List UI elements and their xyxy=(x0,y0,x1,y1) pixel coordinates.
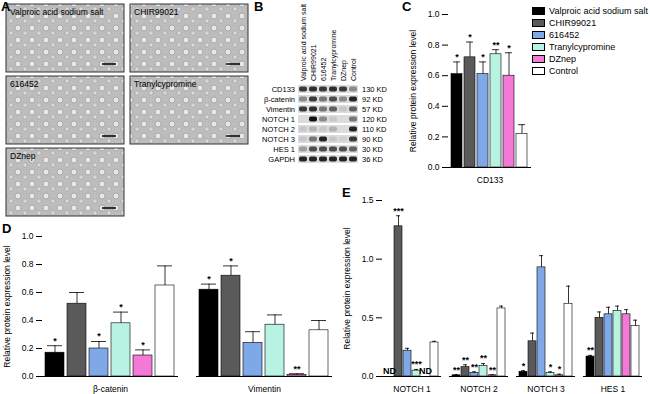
svg-text:β-catenin: β-catenin xyxy=(93,384,128,394)
svg-text:**: ** xyxy=(587,345,595,355)
svg-text:*: * xyxy=(468,32,472,42)
svg-text:0.8: 0.8 xyxy=(22,259,34,269)
svg-text:Vimentin: Vimentin xyxy=(266,105,295,114)
svg-text:DZnep: DZnep xyxy=(10,151,36,161)
svg-text:CHIR99021: CHIR99021 xyxy=(310,44,317,81)
svg-text:0.2: 0.2 xyxy=(22,343,34,353)
svg-text:GAPDH: GAPDH xyxy=(268,155,295,164)
svg-text:**: ** xyxy=(462,355,470,365)
svg-text:0.0: 0.0 xyxy=(22,371,34,381)
svg-text:57 KD: 57 KD xyxy=(362,105,383,114)
svg-text:CD133: CD133 xyxy=(477,175,504,185)
svg-text:0.4: 0.4 xyxy=(22,315,34,325)
html-text:E: E xyxy=(342,185,351,200)
svg-text:120 KD: 120 KD xyxy=(362,115,388,124)
svg-text:92 KD: 92 KD xyxy=(362,95,383,104)
svg-text:Relative protein expression le: Relative protein expression level xyxy=(408,30,418,152)
svg-text:**: ** xyxy=(293,364,301,374)
svg-text:0.0: 0.0 xyxy=(428,162,440,172)
svg-text:**: ** xyxy=(492,40,500,50)
svg-text:1.0: 1.0 xyxy=(362,254,374,264)
html-text:Tranylcypromine: Tranylcypromine xyxy=(549,42,616,52)
svg-text:HES 1: HES 1 xyxy=(601,384,626,394)
html-text:616452: 616452 xyxy=(549,30,580,40)
svg-text:**: ** xyxy=(489,365,497,375)
svg-text:**: ** xyxy=(453,365,461,375)
svg-text:NOTCH 3: NOTCH 3 xyxy=(262,135,295,144)
svg-text:Valproic acid sodium salt: Valproic acid sodium salt xyxy=(10,7,104,17)
svg-text:*: * xyxy=(229,256,233,266)
svg-text:Tranylcypromine: Tranylcypromine xyxy=(134,79,197,89)
svg-text:Valproic acid sodium salt: Valproic acid sodium salt xyxy=(300,4,308,81)
svg-text:0.4: 0.4 xyxy=(428,101,440,111)
svg-text:36 KD: 36 KD xyxy=(362,155,383,164)
html-text:DZnep: DZnep xyxy=(549,54,577,64)
html-text:CHIR99021: CHIR99021 xyxy=(549,18,597,28)
svg-text:0.5: 0.5 xyxy=(362,313,374,323)
svg-text:*: * xyxy=(141,340,145,350)
svg-text:*: * xyxy=(53,336,57,346)
html-text:D: D xyxy=(2,221,12,236)
svg-text:NOTCH 1: NOTCH 1 xyxy=(393,384,431,394)
svg-text:NOTCH 1: NOTCH 1 xyxy=(262,115,295,124)
svg-text:*: * xyxy=(481,52,485,62)
svg-text:β-catenin: β-catenin xyxy=(264,95,295,104)
svg-text:Vimentin: Vimentin xyxy=(248,384,281,394)
svg-text:*: * xyxy=(522,361,526,371)
svg-text:CHIR99021: CHIR99021 xyxy=(134,7,179,17)
svg-text:NOTCH 2: NOTCH 2 xyxy=(460,384,498,394)
svg-text:1.0: 1.0 xyxy=(22,231,34,241)
svg-text:Relative protein expression le: Relative protein expression level xyxy=(342,227,352,349)
svg-text:110 KD: 110 KD xyxy=(362,125,387,134)
svg-text:0.6: 0.6 xyxy=(22,287,34,297)
svg-text:Relative protein expression le: Relative protein expression level xyxy=(2,245,12,367)
svg-text:CD133: CD133 xyxy=(272,85,295,94)
svg-text:*: * xyxy=(507,43,511,53)
svg-text:616452: 616452 xyxy=(320,58,327,81)
svg-text:616452: 616452 xyxy=(10,79,39,89)
html-text:B: B xyxy=(254,0,264,14)
svg-text:**: ** xyxy=(480,353,488,363)
svg-text:30 KD: 30 KD xyxy=(362,145,383,154)
svg-text:*: * xyxy=(455,52,459,62)
svg-text:0.0: 0.0 xyxy=(362,371,374,381)
html-text:A: A xyxy=(1,0,11,14)
svg-text:ND: ND xyxy=(383,366,396,376)
svg-text:*: * xyxy=(558,364,562,374)
svg-text:90 KD: 90 KD xyxy=(362,135,383,144)
html-text:C: C xyxy=(402,0,412,14)
svg-text:0.8: 0.8 xyxy=(428,40,440,50)
svg-text:***: *** xyxy=(393,206,404,216)
svg-text:130 KD: 130 KD xyxy=(362,85,388,94)
svg-text:*: * xyxy=(207,274,211,284)
svg-text:ND: ND xyxy=(419,366,432,376)
svg-text:Tranylcypromine: Tranylcypromine xyxy=(330,29,338,81)
svg-text:*: * xyxy=(549,362,553,372)
svg-text:1.5: 1.5 xyxy=(362,195,374,205)
svg-text:0.6: 0.6 xyxy=(428,70,440,80)
svg-text:HES 1: HES 1 xyxy=(273,145,295,154)
html-text:Control: Control xyxy=(549,66,579,76)
svg-text:DZnep: DZnep xyxy=(340,60,348,81)
svg-text:NOTCH 3: NOTCH 3 xyxy=(527,384,565,394)
html-text:Valproic acid sodium salt: Valproic acid sodium salt xyxy=(549,6,648,16)
svg-text:Control: Control xyxy=(350,58,357,81)
svg-text:NOTCH 2: NOTCH 2 xyxy=(262,125,295,134)
svg-text:**: ** xyxy=(471,362,479,372)
svg-text:0.2: 0.2 xyxy=(428,132,440,142)
svg-text:1.0: 1.0 xyxy=(428,9,440,19)
svg-text:*: * xyxy=(119,302,123,312)
svg-text:*: * xyxy=(97,331,101,341)
